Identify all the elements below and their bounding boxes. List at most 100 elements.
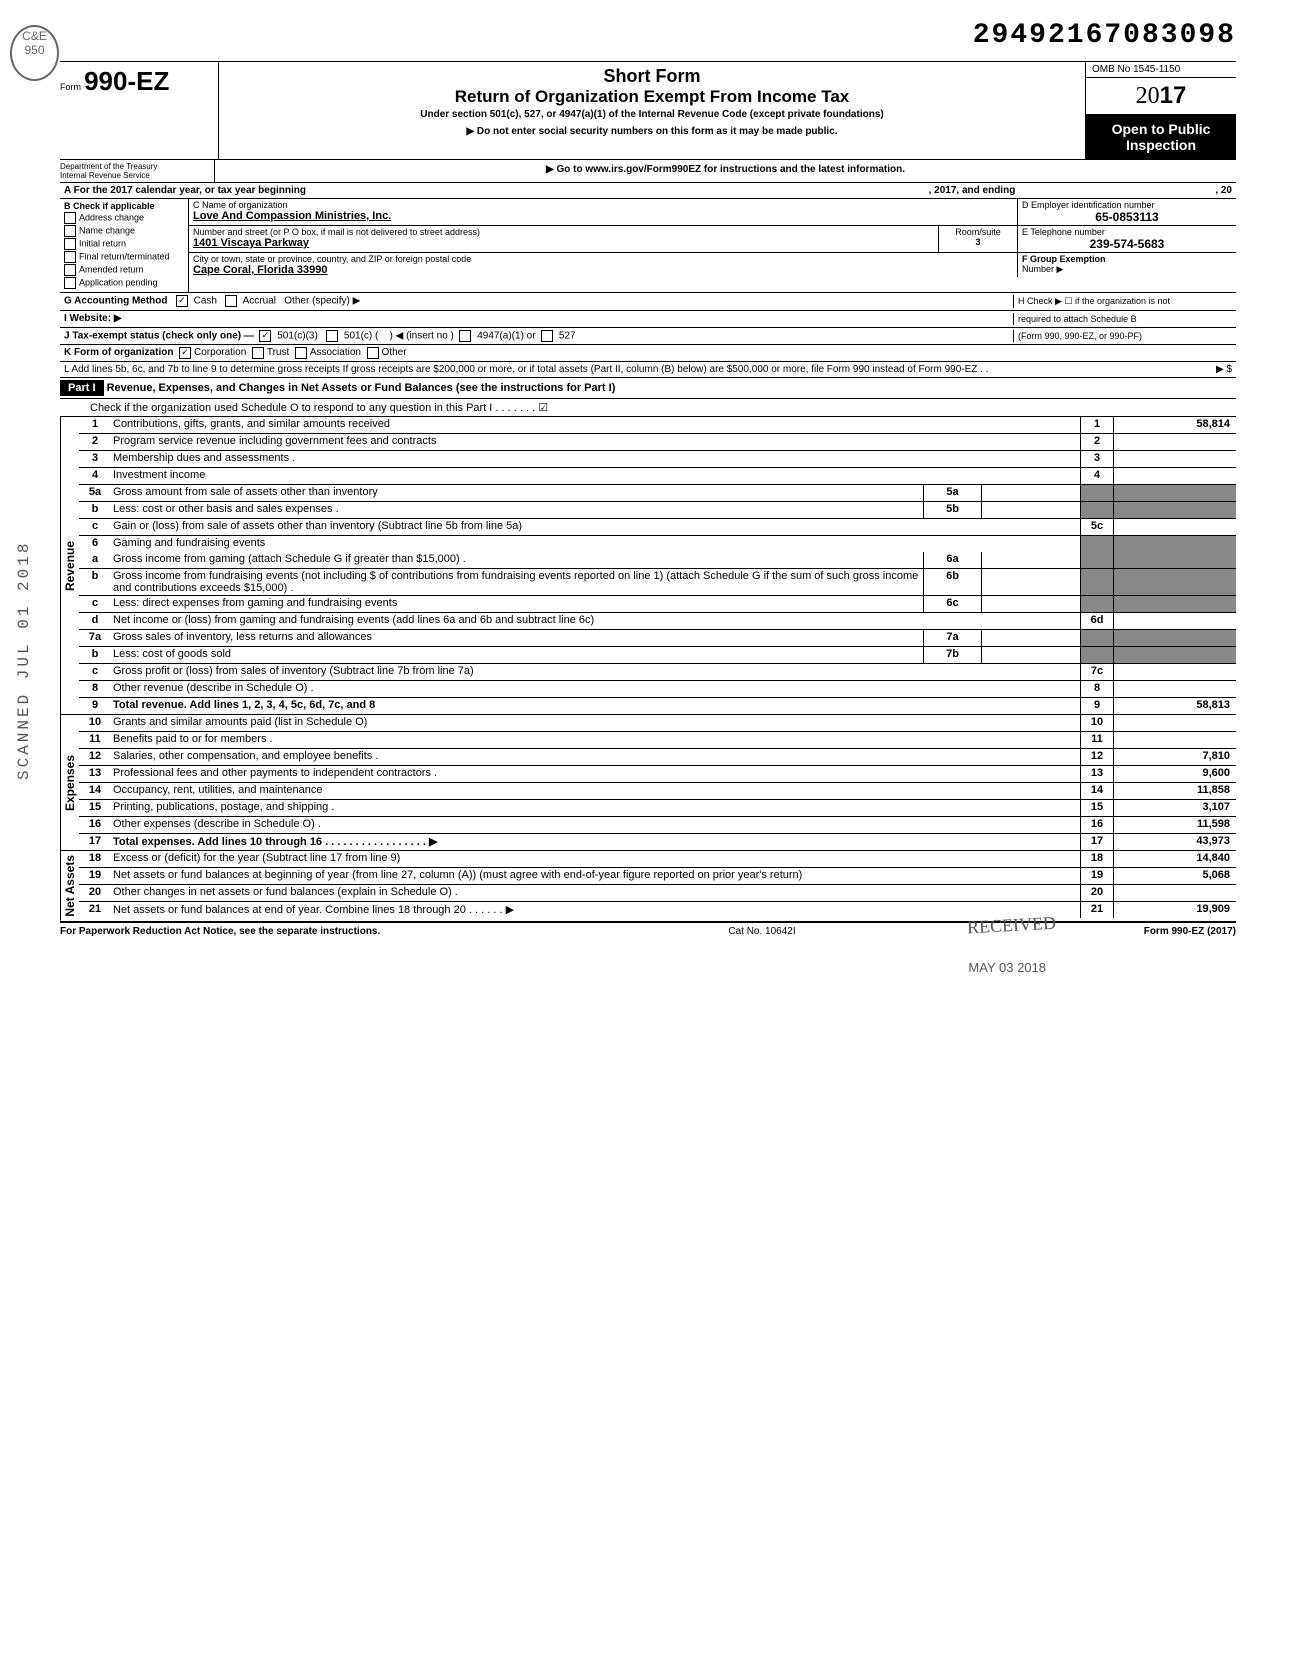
line-20-desc: Other changes in net assets or fund bala… [111,885,1080,901]
chk-other[interactable] [367,347,379,359]
line-3-val [1113,451,1236,467]
line-16-desc: Other expenses (describe in Schedule O) … [111,817,1080,833]
received-date: MAY 03 2018 [968,960,1046,975]
net-assets-label: Net Assets [60,851,79,921]
col-cde: C Name of organization Love And Compassi… [189,199,1236,292]
line-6a-desc: Gross income from gaming (attach Schedul… [111,552,923,568]
line-5c-desc: Gain or (loss) from sale of assets other… [111,519,1080,535]
line-18-val: 14,840 [1113,851,1236,867]
h-line3: (Form 990, 990-EZ, or 990-PF) [1013,330,1232,342]
e-label: E Telephone number [1022,227,1232,237]
line-12-val: 7,810 [1113,749,1236,765]
chk-trust[interactable] [252,347,264,359]
chk-name: Name change [64,225,184,237]
line-2-desc: Program service revenue including govern… [111,434,1080,450]
line-10-val [1113,715,1236,731]
city: City or town, state or province, country… [189,253,1017,277]
footer-mid: Cat No. 10642I [728,926,795,937]
form-number-box: Form 990-EZ [60,62,219,159]
return-title: Return of Organization Exempt From Incom… [227,87,1077,107]
part1-label: Part I [60,380,104,396]
chk-corp[interactable]: ✓ [179,347,191,359]
open-public: Open to Public Inspection [1086,115,1236,159]
line-a: A For the 2017 calendar year, or tax yea… [60,183,1236,199]
line-9-desc: Total revenue. Add lines 1, 2, 3, 4, 5c,… [113,699,375,711]
j-row: J Tax-exempt status (check only one) — ✓… [60,328,1236,345]
line-21-val: 19,909 [1113,902,1236,918]
line-20-val [1113,885,1236,901]
street: Number and street (or P O box, if mail i… [189,226,938,252]
room-label: Room/suite [943,227,1013,237]
dept-treasury: Department of the Treasury Internal Reve… [60,160,215,182]
city-value: Cape Coral, Florida 33990 [193,264,1013,276]
line-11-desc: Benefits paid to or for members . [111,732,1080,748]
chk-assoc[interactable] [295,347,307,359]
warn-line: ▶ Do not enter social security numbers o… [227,126,1077,137]
part1-title: Revenue, Expenses, and Changes in Net As… [107,382,616,394]
year-prefix: 20 [1136,83,1160,109]
line-14-desc: Occupancy, rent, utilities, and maintena… [111,783,1080,799]
line-21-desc: Net assets or fund balances at end of ye… [111,902,1080,918]
section-b: B Check if applicable Address change Nam… [60,199,189,292]
line-a-label: A For the 2017 calendar year, or tax yea… [64,185,306,196]
stamp-oval: C&E 950 [10,25,59,81]
net-assets-section: Net Assets 18Excess or (deficit) for the… [60,851,1236,923]
form-number: 990-EZ [84,66,169,96]
form-label: Form [60,82,81,92]
line-a-end: , 20 [1215,185,1232,196]
footer: For Paperwork Reduction Act Notice, see … [60,923,1236,940]
line-6b-desc: Gross income from fundraising events (no… [111,569,923,595]
short-form-title: Short Form [227,66,1077,87]
line-10-desc: Grants and similar amounts paid (list in… [111,715,1080,731]
dept-row: Department of the Treasury Internal Reve… [60,160,1236,183]
form-header: Form 990-EZ Short Form Return of Organiz… [60,61,1236,160]
chk-accrual[interactable] [225,295,237,307]
check-o-row: Check if the organization used Schedule … [60,399,1236,417]
part1-header: Part I Revenue, Expenses, and Changes in… [60,378,1236,399]
footer-right: Form 990-EZ (2017) [1144,926,1236,937]
d-label: D Employer identification number [1022,200,1232,210]
chk-cash[interactable]: ✓ [176,295,188,307]
chk-addr: Address change [64,212,184,224]
c-name: C Name of organization Love And Compassi… [189,199,1017,225]
chk-501c3[interactable]: ✓ [259,330,271,342]
chk-527[interactable] [541,330,553,342]
f-group: F Group Exemption Number ▶ [1017,253,1236,277]
j-label: J Tax-exempt status (check only one) — [64,331,254,342]
line-14-val: 11,858 [1113,783,1236,799]
year-box: 2017 [1086,78,1236,115]
c-value: Love And Compassion Ministries, Inc. [193,210,1013,222]
line-7a-desc: Gross sales of inventory, less returns a… [111,630,923,646]
k-row: K Form of organization ✓ Corporation Tru… [60,345,1236,362]
stamp-line2: 950 [12,43,57,57]
revenue-label: Revenue [60,417,79,714]
i-label: I Website: ▶ [64,313,122,324]
footer-left: For Paperwork Reduction Act Notice, see … [60,926,380,937]
g-row: G Accounting Method ✓ Cash Accrual Other… [60,293,1236,311]
revenue-section: Revenue 1Contributions, gifts, grants, a… [60,417,1236,715]
chk-initial: Initial return [64,238,184,250]
expenses-section: Expenses 10Grants and similar amounts pa… [60,715,1236,851]
line-5a-desc: Gross amount from sale of assets other t… [111,485,923,501]
line-7c-val [1113,664,1236,680]
chk-501c[interactable] [326,330,338,342]
line-7c-desc: Gross profit or (loss) from sales of inv… [111,664,1080,680]
i-row: I Website: ▶ required to attach Schedule… [60,311,1236,328]
l-text: L Add lines 5b, 6c, and 7b to line 9 to … [64,364,1132,375]
goto-line: ▶ Go to www.irs.gov/Form990EZ for instru… [215,160,1236,182]
scanned-stamp: SCANNED JUL 01 2018 [15,541,33,780]
line-2-val [1113,434,1236,450]
street-label: Number and street (or P O box, if mail i… [193,227,934,237]
d-value: 65-0853113 [1022,210,1232,224]
line-16-val: 11,598 [1113,817,1236,833]
line-15-val: 3,107 [1113,800,1236,816]
entity-grid: B Check if applicable Address change Nam… [60,199,1236,293]
line-a-mid: , 2017, and ending [929,185,1016,196]
line-9-val: 58,813 [1113,698,1236,714]
g-label: G Accounting Method [64,296,168,307]
l-arrow: ▶ $ [1132,364,1232,375]
line-13-val: 9,600 [1113,766,1236,782]
line-1-desc: Contributions, gifts, grants, and simila… [111,417,1080,433]
chk-pending: Application pending [64,277,184,289]
chk-4947[interactable] [459,330,471,342]
